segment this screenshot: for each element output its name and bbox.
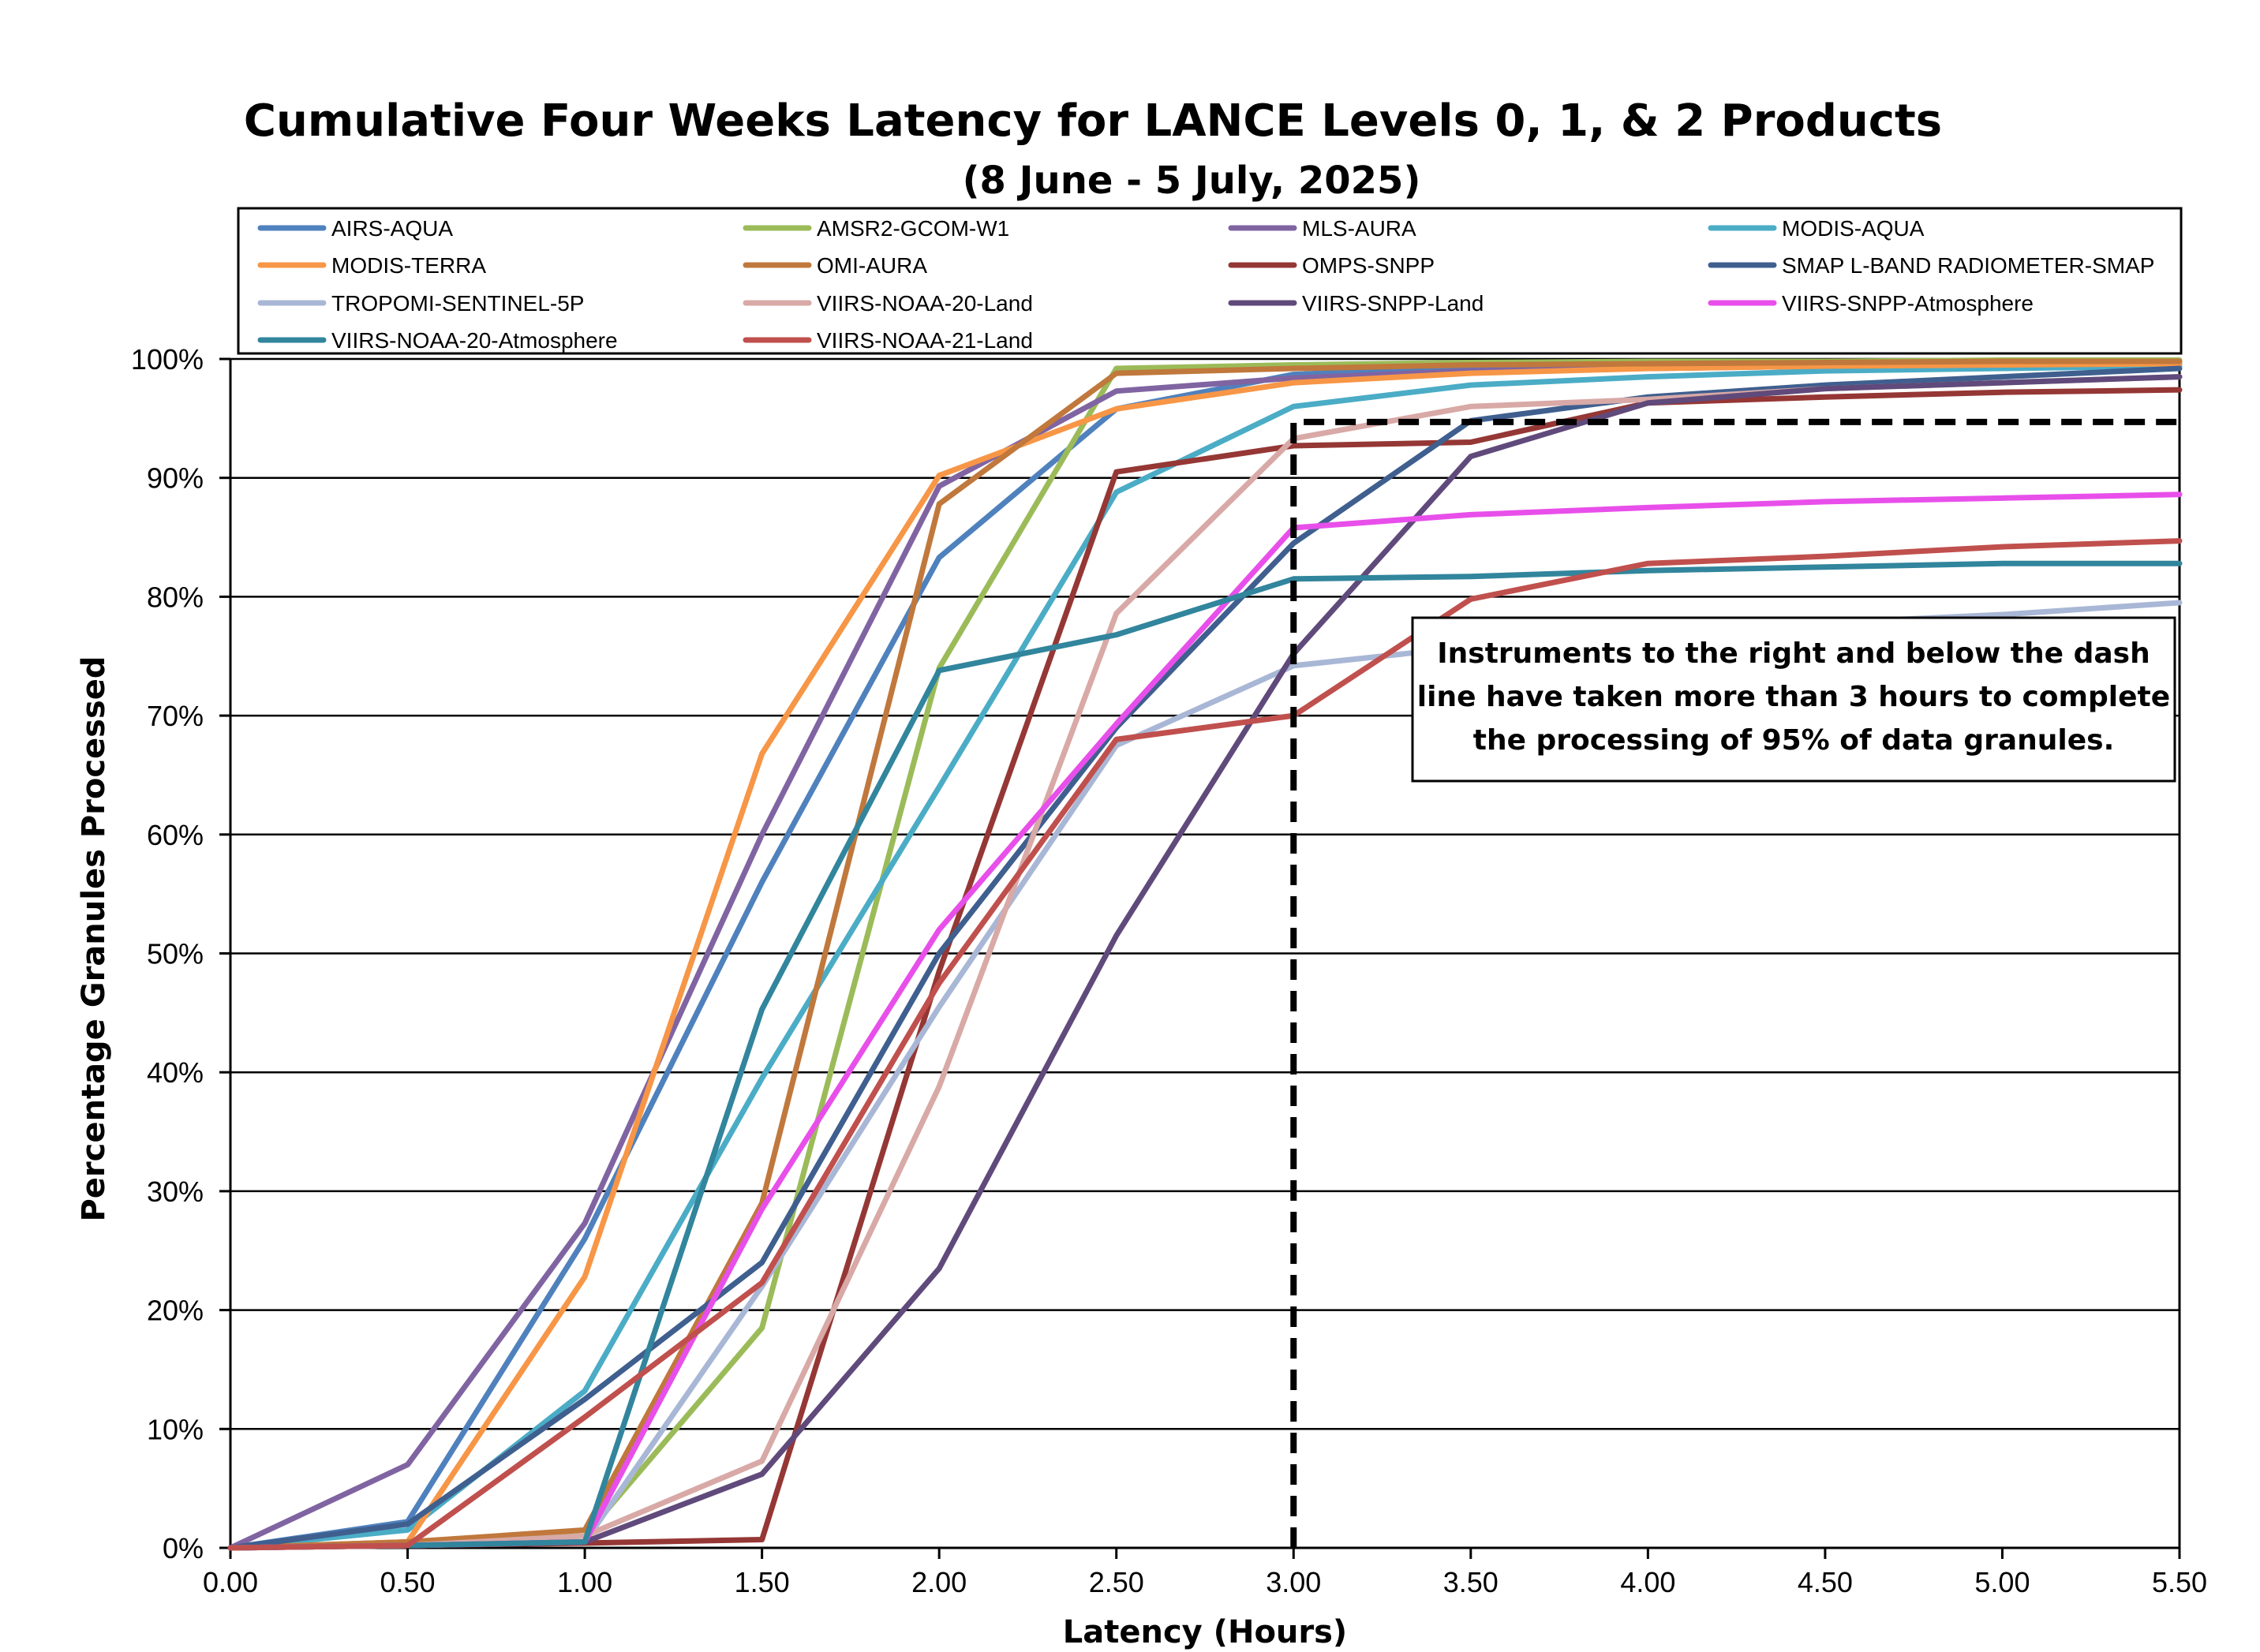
x-tick-label: 2.00 bbox=[911, 1566, 967, 1598]
y-tick-label: 50% bbox=[147, 938, 204, 970]
legend-item: VIIRS-NOAA-21-Land bbox=[743, 328, 1033, 353]
x-tick-label: 4.00 bbox=[1620, 1566, 1675, 1598]
x-tick-label: 5.00 bbox=[1974, 1566, 2030, 1598]
x-tick-label: 5.50 bbox=[2152, 1566, 2207, 1598]
y-tick-label: 80% bbox=[147, 581, 204, 613]
y-tick-label: 100% bbox=[131, 343, 204, 376]
legend-label: OMI-AURA bbox=[817, 253, 927, 278]
legend-label: VIIRS-NOAA-21-Land bbox=[817, 328, 1033, 353]
threshold-dash-line bbox=[1290, 418, 2180, 1548]
legend-label: VIIRS-SNPP-Land bbox=[1302, 291, 1484, 316]
legend-item: VIIRS-SNPP-Atmosphere bbox=[1708, 291, 2034, 316]
legend-label: VIIRS-NOAA-20-Atmosphere bbox=[331, 328, 618, 353]
annotation-line-3: the processing of 95% of data granules. bbox=[1473, 724, 2115, 757]
legend-label: VIIRS-SNPP-Atmosphere bbox=[1782, 291, 2034, 316]
x-tick-label: 4.50 bbox=[1798, 1566, 1853, 1598]
x-tick-labels: 0.00 0.50 1.00 1.50 2.00 2.50 3.00 3.50 4.00 4.50… bbox=[203, 1566, 2207, 1598]
legend-label: MODIS-TERRA bbox=[331, 253, 486, 278]
y-tick-label: 20% bbox=[147, 1295, 204, 1327]
series-lines bbox=[227, 357, 2183, 1551]
series-line-smap-l-band-radiometer-smap bbox=[227, 365, 2183, 1551]
axes bbox=[219, 357, 2181, 1559]
legend-item: TROPOMI-SENTINEL-5P bbox=[257, 291, 584, 316]
gridlines bbox=[230, 357, 2180, 1430]
legend-label: TROPOMI-SENTINEL-5P bbox=[331, 291, 584, 316]
legend-label: MODIS-AQUA bbox=[1782, 216, 1925, 241]
legend-item: SMAP L-BAND RADIOMETER-SMAP bbox=[1708, 253, 2154, 278]
legend-item: MODIS-TERRA bbox=[257, 253, 486, 278]
x-tick-label: 3.00 bbox=[1266, 1566, 1321, 1598]
series-line-modis-aqua bbox=[227, 363, 2183, 1551]
annotation-box: Instruments to the right and below the d… bbox=[1411, 616, 2176, 783]
legend-box bbox=[237, 207, 2183, 355]
legend-item: OMPS-SNPP bbox=[1228, 253, 1435, 278]
x-tick-label: 1.50 bbox=[735, 1566, 790, 1598]
legend-item: MLS-AURA bbox=[1228, 216, 1416, 241]
legend-item: OMI-AURA bbox=[743, 253, 927, 278]
legend-label: VIIRS-NOAA-20-Land bbox=[817, 291, 1033, 316]
series-line-modis-terra bbox=[227, 361, 2183, 1551]
legend-label: SMAP L-BAND RADIOMETER-SMAP bbox=[1782, 253, 2154, 278]
chart-title: Cumulative Four Weeks Latency for LANCE … bbox=[244, 95, 1942, 147]
y-tick-label: 40% bbox=[147, 1056, 204, 1089]
legend-item: AMSR2-GCOM-W1 bbox=[743, 216, 1009, 241]
legend: AIRS-AQUA AMSR2-GCOM-W1 MLS-AURA MODIS-AQUA… bbox=[257, 216, 2154, 353]
x-tick-label: 0.50 bbox=[380, 1566, 436, 1598]
series-line-viirs-noaa-21-land bbox=[227, 538, 2183, 1551]
y-tick-label: 30% bbox=[147, 1175, 204, 1208]
y-tick-label: 0% bbox=[163, 1532, 204, 1564]
x-tick-label: 0.00 bbox=[203, 1566, 258, 1598]
legend-label: OMPS-SNPP bbox=[1302, 253, 1435, 278]
legend-item: VIIRS-NOAA-20-Land bbox=[743, 291, 1033, 316]
annotation-line-2: line have taken more than 3 hours to com… bbox=[1417, 681, 2170, 713]
annotation-line-1: Instruments to the right and below the d… bbox=[1437, 637, 2150, 670]
dash-line-path bbox=[1290, 418, 2180, 1548]
chart-subtitle: (8 June - 5 July, 2025) bbox=[963, 159, 1421, 203]
x-tick-label: 3.50 bbox=[1443, 1566, 1499, 1598]
legend-item: AIRS-AQUA bbox=[257, 216, 453, 241]
legend-label: AIRS-AQUA bbox=[331, 216, 453, 241]
legend-label: AMSR2-GCOM-W1 bbox=[817, 216, 1009, 241]
legend-item: VIIRS-SNPP-Land bbox=[1228, 291, 1484, 316]
series-line-viirs-noaa-20-atmosphere bbox=[227, 560, 2183, 1551]
x-tick-label: 1.00 bbox=[557, 1566, 612, 1598]
y-tick-label: 70% bbox=[147, 700, 204, 732]
x-axis-label: Latency (Hours) bbox=[1063, 1614, 1347, 1650]
y-axis-label: Percentage Granules Processed bbox=[76, 656, 112, 1221]
y-tick-label: 90% bbox=[147, 462, 204, 495]
series-line-omi-aura bbox=[227, 358, 2183, 1551]
legend-item: VIIRS-NOAA-20-Atmosphere bbox=[257, 328, 618, 353]
legend-item: MODIS-AQUA bbox=[1708, 216, 1925, 241]
y-tick-label: 10% bbox=[147, 1413, 204, 1445]
x-tick-label: 2.50 bbox=[1089, 1566, 1144, 1598]
y-tick-labels: 0% 10% 20% 30% 40% 50% 60% 70% 80% 90% 100% bbox=[131, 343, 204, 1564]
y-tick-label: 60% bbox=[147, 819, 204, 851]
legend-label: MLS-AURA bbox=[1302, 216, 1416, 241]
